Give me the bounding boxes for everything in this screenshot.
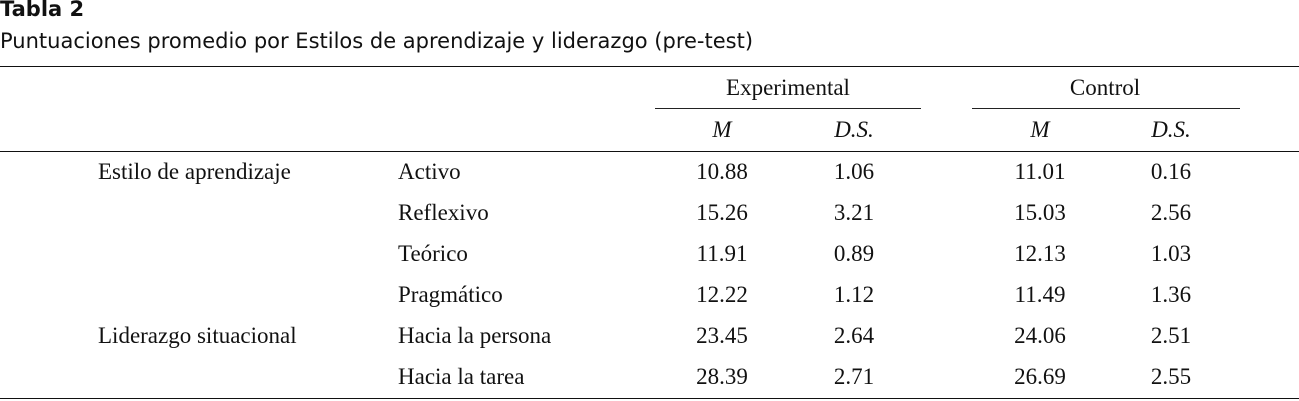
cell-exp-sd: 3.21 xyxy=(833,200,875,225)
row-item: Hacia la persona xyxy=(398,323,552,348)
cell-ctl-sd: 2.56 xyxy=(1150,200,1192,225)
table-caption-title: Puntuaciones promedio por Estilos de apr… xyxy=(0,29,754,53)
sub-header-ctl-m: M xyxy=(1030,117,1050,142)
cell-ctl-sd: 1.03 xyxy=(1150,241,1192,266)
cell-ctl-sd: 1.36 xyxy=(1150,282,1192,307)
cell-exp-sd: 2.71 xyxy=(833,364,875,389)
cell-ctl-m: 26.69 xyxy=(1014,364,1066,389)
cell-ctl-m: 15.03 xyxy=(1014,200,1066,225)
cell-exp-m: 28.39 xyxy=(696,364,748,389)
group-underline-control xyxy=(972,108,1240,109)
cell-exp-m: 15.26 xyxy=(696,200,748,225)
sub-header-exp-sd: D.S. xyxy=(834,117,874,142)
top-rule xyxy=(0,66,1299,67)
cell-ctl-m: 12.13 xyxy=(1014,241,1066,266)
table-caption-label: Tabla 2 xyxy=(0,0,85,21)
cell-exp-sd: 2.64 xyxy=(833,323,875,348)
cell-exp-m: 11.91 xyxy=(696,241,748,266)
group-header-experimental: Experimental xyxy=(726,75,850,100)
cell-exp-sd: 1.12 xyxy=(833,282,875,307)
cell-exp-m: 10.88 xyxy=(696,159,748,184)
cell-exp-m: 12.22 xyxy=(696,282,748,307)
row-item: Activo xyxy=(398,159,461,184)
cell-ctl-m: 11.49 xyxy=(1014,282,1066,307)
row-item: Teórico xyxy=(398,241,468,266)
cell-ctl-sd: 2.51 xyxy=(1150,323,1192,348)
cell-ctl-sd: 2.55 xyxy=(1150,364,1192,389)
row-category: Liderazgo situacional xyxy=(98,323,297,348)
cell-ctl-m: 24.06 xyxy=(1014,323,1066,348)
group-underline-experimental xyxy=(655,108,921,109)
row-item: Pragmático xyxy=(398,282,503,307)
header-rule xyxy=(0,151,1299,152)
group-header-control: Control xyxy=(1069,75,1141,100)
sub-header-ctl-sd: D.S. xyxy=(1151,117,1191,142)
cell-ctl-sd: 0.16 xyxy=(1150,159,1192,184)
cell-ctl-m: 11.01 xyxy=(1014,159,1066,184)
row-item: Reflexivo xyxy=(398,200,489,225)
cell-exp-sd: 0.89 xyxy=(833,241,875,266)
cell-exp-m: 23.45 xyxy=(696,323,748,348)
row-category: Estilo de aprendizaje xyxy=(98,159,291,184)
sub-header-exp-m: M xyxy=(712,117,732,142)
cell-exp-sd: 1.06 xyxy=(833,159,875,184)
bottom-rule xyxy=(0,398,1299,399)
row-item: Hacia la tarea xyxy=(398,364,525,389)
